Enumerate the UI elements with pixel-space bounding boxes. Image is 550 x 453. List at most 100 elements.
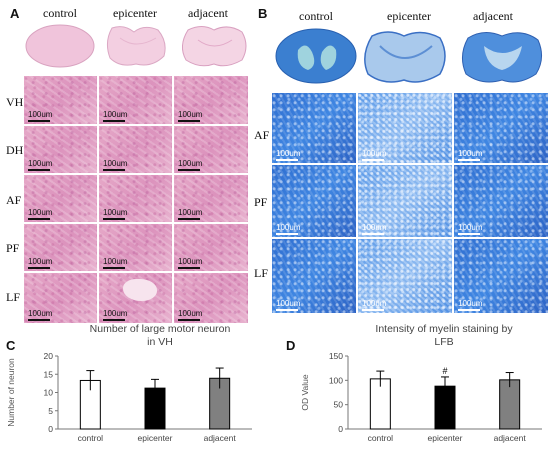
x-tick-label-control: control	[78, 433, 104, 443]
x-tick-label-adjacent: adjacent	[494, 433, 527, 443]
scale-bar	[103, 169, 125, 171]
he-tile-dh-epicenter: 100um	[99, 126, 172, 173]
he-tile-lf-adjacent: 100um	[174, 273, 248, 323]
scale-label: 100um	[276, 149, 301, 158]
panel-a-col-adjacent: adjacent	[188, 6, 228, 20]
scale-label: 100um	[458, 149, 483, 158]
lfb-tile-pf-adjacent: 100um	[454, 165, 548, 237]
he-tile-dh-control: 100um	[24, 126, 97, 173]
scale-label: 100um	[458, 299, 483, 308]
scale-bar	[362, 233, 384, 235]
significance-mark: #	[442, 366, 447, 376]
he-cord-control	[25, 24, 95, 68]
scale-label: 100um	[178, 208, 203, 217]
scale-bar	[362, 309, 384, 311]
y-tick-label: 0	[48, 424, 53, 434]
panel-a-row-pf: PF	[6, 241, 20, 255]
scale-label: 100um	[103, 159, 128, 168]
scale-bar	[362, 159, 384, 161]
scale-bar	[276, 159, 298, 161]
scale-label: 100um	[276, 223, 301, 232]
scale-label: 100um	[103, 257, 128, 266]
lfb-tile-pf-control: 100um	[272, 165, 356, 237]
scale-bar	[178, 218, 200, 220]
y-tick-label: 50	[334, 400, 344, 410]
x-tick-label-control: control	[368, 433, 394, 443]
scale-label: 100um	[28, 110, 53, 119]
he-tile-lf-control: 100um	[24, 273, 97, 323]
scale-label: 100um	[178, 159, 203, 168]
chart-c-title: Number of large motor neuron in VH	[60, 323, 260, 349]
he-tile-vh-adjacent: 100um	[174, 76, 248, 124]
scale-bar	[178, 319, 200, 321]
y-tick-label: 10	[44, 388, 54, 398]
y-axis-label: OD Value	[300, 374, 310, 410]
lfb-tile-lf-control: 100um	[272, 239, 356, 313]
panel-b-col-epicenter: epicenter	[387, 9, 431, 23]
he-tile-vh-epicenter: 100um	[99, 76, 172, 124]
scale-bar	[28, 319, 50, 321]
he-tile-lf-epicenter: 100um	[99, 273, 172, 323]
y-tick-label: 100	[329, 375, 343, 385]
lfb-cord-control	[275, 28, 357, 84]
scale-label: 100um	[362, 299, 387, 308]
panel-b-col-adjacent: adjacent	[473, 9, 513, 23]
scale-label: 100um	[28, 208, 53, 217]
chart-d-title-line-2: LFB	[434, 336, 454, 348]
scale-label: 100um	[28, 309, 53, 318]
he-tile-vh-control: 100um	[24, 76, 97, 124]
lfb-tile-af-adjacent: 100um	[454, 93, 548, 163]
scale-bar	[103, 218, 125, 220]
scale-bar	[103, 267, 125, 269]
y-tick-label: 150	[329, 351, 343, 361]
panel-a-col-epicenter: epicenter	[113, 6, 157, 20]
y-tick-label: 5	[48, 406, 53, 416]
he-tile-pf-epicenter: 100um	[99, 224, 172, 271]
panel-a-row-lf: LF	[6, 290, 21, 304]
scale-label: 100um	[362, 223, 387, 232]
panel-a-row-vh: VH	[6, 95, 24, 109]
chart-d-title: Intensity of myelin staining by LFB	[344, 323, 544, 349]
chart-d-title-line-1: Intensity of myelin staining by	[375, 323, 513, 335]
lfb-tile-pf-epicenter: 100um	[358, 165, 452, 237]
panel-b-cord-sections	[275, 28, 542, 84]
scale-label: 100um	[178, 309, 203, 318]
lfb-tile-af-control: 100um	[272, 93, 356, 163]
he-tile-dh-adjacent: 100um	[174, 126, 248, 173]
y-axis-label: Number of neuron	[6, 358, 16, 427]
y-tick-label: 0	[338, 424, 343, 434]
x-tick-label-epicenter: epicenter	[428, 433, 463, 443]
scale-bar	[28, 120, 50, 122]
panel-a-cord-sections	[25, 24, 247, 68]
panel-a-letter: A	[10, 6, 20, 21]
x-tick-label-epicenter: epicenter	[138, 433, 173, 443]
chart-c-title-line-2: in VH	[147, 336, 173, 348]
scale-bar	[276, 309, 298, 311]
scale-bar	[458, 233, 480, 235]
scale-bar	[178, 169, 200, 171]
scale-bar	[276, 233, 298, 235]
lfb-tile-lf-adjacent: 100um	[454, 239, 548, 313]
scale-label: 100um	[103, 208, 128, 217]
scale-bar	[458, 309, 480, 311]
he-tile-af-control: 100um	[24, 175, 97, 222]
chart-d: OD Value 0 50 100 150 control epicenter adjacen…	[300, 351, 542, 443]
panel-d-letter: D	[286, 338, 296, 353]
scale-label: 100um	[458, 223, 483, 232]
he-cord-epicenter	[106, 26, 166, 66]
x-tick-label-adjacent: adjacent	[204, 433, 237, 443]
scale-bar	[103, 319, 125, 321]
lfb-tile-af-epicenter: 100um	[358, 93, 452, 163]
panel-a-col-control: control	[43, 6, 77, 20]
panel-b-row-pf: PF	[254, 195, 268, 209]
y-tick-label: 15	[44, 369, 54, 379]
tissue-gap	[123, 279, 157, 301]
lfb-tile-lf-epicenter: 100um	[358, 239, 452, 313]
scale-bar	[28, 267, 50, 269]
scale-bar	[28, 218, 50, 220]
bar-adjacent	[499, 379, 521, 430]
y-tick-label: 20	[44, 351, 54, 361]
panel-a-row-af: AF	[6, 193, 22, 207]
scale-bar	[103, 120, 125, 122]
he-tile-pf-control: 100um	[24, 224, 97, 271]
